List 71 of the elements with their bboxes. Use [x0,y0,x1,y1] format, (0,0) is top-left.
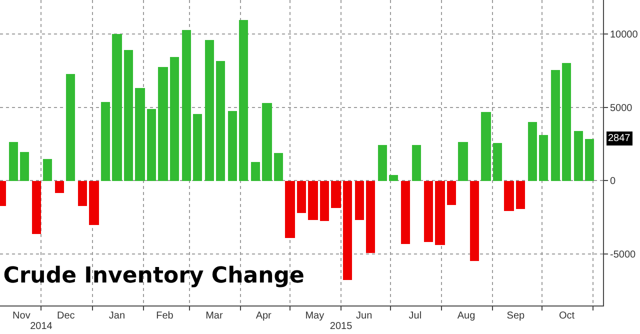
x-tick-label: Apr [256,310,272,322]
bar [112,34,122,181]
y-tick-label: 10000 [610,29,638,40]
x2-tick-label: 2014 [30,321,53,332]
bar [528,122,537,181]
bar [516,181,525,209]
bar [193,114,202,181]
bar [481,112,491,181]
x-tick-label: May [305,310,324,322]
annotation: 2847 [608,133,631,144]
bar [493,143,502,181]
bar [539,135,548,181]
bar [101,102,110,181]
bar [458,142,468,181]
bar [320,181,329,221]
y-tick-label: -5000 [610,250,636,261]
x-tick-label: Dec [57,310,75,322]
bar [424,181,433,242]
bar [366,181,375,253]
bar [297,181,306,213]
bar [216,61,225,181]
bar [20,152,29,181]
bar [562,63,571,181]
x2-tick-label: 2015 [330,321,353,332]
bar [170,57,179,181]
bar [378,145,387,181]
bar [78,181,87,206]
bar [89,181,99,225]
x-tick-label: Jan [108,310,126,322]
bar [274,153,283,181]
x-tick-label: Mar [206,310,224,322]
x-tick-label: Oct [558,310,575,322]
x-tick-label: Jun [356,310,372,322]
bar [412,145,421,181]
y-tick-label: 0 [610,176,616,188]
bar [435,181,445,245]
bar [66,74,75,181]
bar [251,162,260,181]
bar [401,181,410,244]
bar [504,181,514,211]
x-tick-label: Sep [506,310,526,322]
bar [135,88,145,181]
bar [55,181,64,193]
bar [182,30,191,181]
bar [228,111,237,181]
bar [331,181,341,208]
bar [9,142,18,181]
x-tick-label: Aug [457,310,476,322]
bar [239,20,248,181]
x-tick-label: Nov [12,310,30,322]
bar [308,181,318,220]
bar [262,103,272,181]
bar [205,40,214,181]
bar [285,181,295,238]
y-tick-label: 5000 [610,102,633,114]
bar [355,181,364,220]
text: Crude Inventory Change [3,264,304,289]
bar [551,70,560,181]
x-tick-label: Jul [408,310,422,322]
bar [147,109,156,181]
bar [158,67,168,181]
bar [124,50,133,181]
bar [32,181,41,234]
bar [470,181,479,261]
bar [585,139,594,181]
bar [43,159,52,181]
bar [447,181,456,205]
bar [389,175,398,181]
bar [343,181,352,280]
bar [574,131,583,181]
x-tick-label: Feb [156,310,174,322]
